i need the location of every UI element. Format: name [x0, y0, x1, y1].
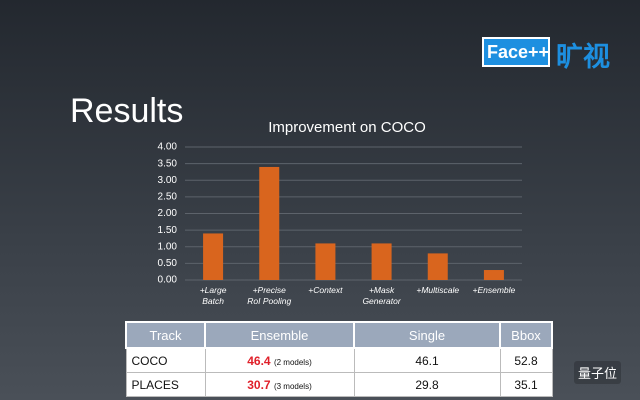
chart-title: Improvement on COCO — [268, 119, 426, 136]
x-tick-label: +Mask Generator — [362, 285, 401, 306]
header-cell: Track — [125, 321, 206, 349]
cell: 35.1 — [499, 372, 553, 397]
x-tick-label: +Multiscale — [416, 285, 460, 295]
cell-value: 46.4 — [247, 353, 271, 368]
bar — [371, 243, 392, 280]
cell: 52.8 — [499, 347, 553, 373]
bar — [203, 233, 224, 280]
y-tick-label: 4.00 — [158, 142, 178, 153]
y-tick-label: 2.50 — [158, 192, 178, 203]
bar — [483, 270, 504, 280]
cell: 30.7 (3 models) — [204, 372, 355, 397]
bar — [259, 166, 280, 280]
y-tick-label: 0.00 — [158, 275, 178, 286]
y-tick-label: 3.00 — [158, 175, 178, 186]
bar — [427, 253, 448, 280]
cell: 29.8 — [353, 372, 501, 397]
y-tick-label: 0.50 — [158, 258, 178, 269]
x-tick-label: +Ensemble — [472, 285, 516, 295]
cell-note: (3 models) — [273, 381, 312, 391]
y-tick-label: 3.50 — [158, 158, 178, 169]
x-tick-label: +Context — [308, 285, 343, 295]
logo-brand: Face++ — [482, 37, 550, 67]
x-tick-label: +Precise RoI Pooling — [247, 285, 292, 306]
results-table: Track Ensemble Single Bbox COCO 46.4 (2 … — [125, 321, 553, 397]
header-cell: Single — [353, 321, 501, 349]
logo-chinese: 旷视 — [556, 42, 610, 72]
header-cell: Ensemble — [204, 321, 355, 349]
cell-note: (2 models) — [273, 357, 312, 367]
cell-value: 30.7 — [247, 377, 271, 392]
x-tick-label: +Large Batch — [199, 285, 227, 306]
slide-title: Results — [70, 92, 184, 130]
y-tick-label: 2.00 — [158, 208, 178, 219]
cell: 46.1 — [353, 347, 501, 373]
cell: COCO — [125, 347, 206, 373]
cell: 46.4 (2 models) — [204, 347, 355, 373]
cell: PLACES — [125, 372, 206, 397]
header-cell: Bbox — [499, 321, 553, 349]
bar — [315, 243, 336, 280]
y-tick-label: 1.50 — [158, 225, 178, 236]
watermark: 量子位 — [574, 361, 622, 384]
y-tick-label: 1.00 — [158, 241, 178, 252]
